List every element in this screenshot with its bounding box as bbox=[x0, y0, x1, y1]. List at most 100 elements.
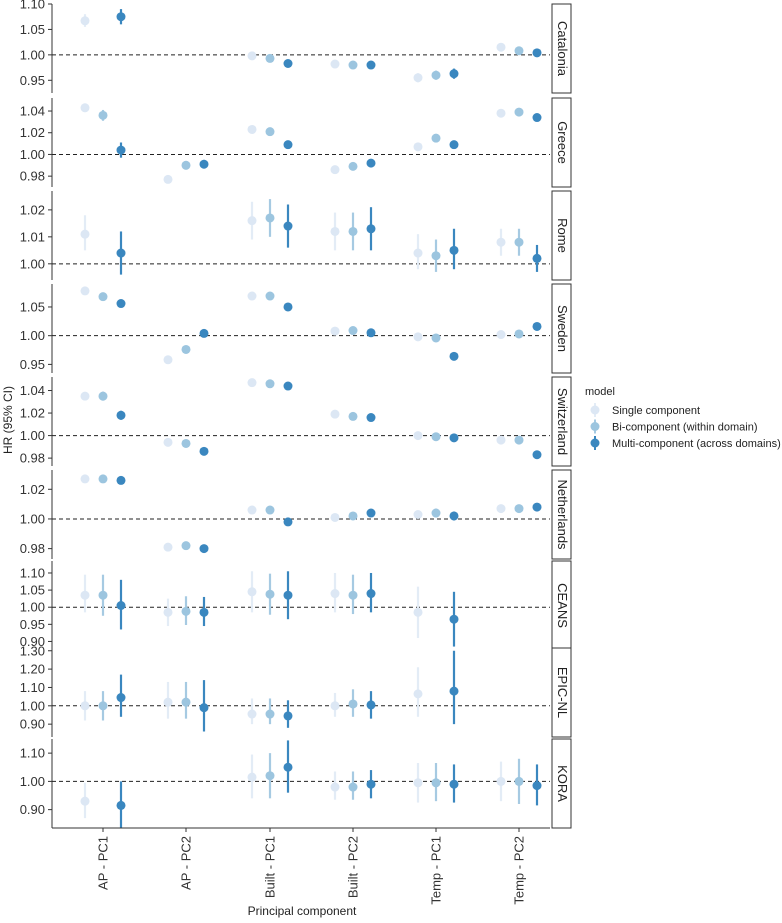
data-point bbox=[247, 709, 257, 719]
data-point bbox=[265, 771, 275, 781]
panel-kora: 0.90 1.00 1.10 KORA bbox=[20, 738, 572, 829]
data-point bbox=[181, 344, 191, 354]
data-point bbox=[80, 701, 90, 711]
facet-strip bbox=[551, 3, 572, 94]
y-tick-label: 1.00 bbox=[20, 256, 45, 271]
data-point bbox=[413, 248, 423, 258]
data-point bbox=[265, 291, 275, 301]
data-point bbox=[163, 437, 173, 447]
data-point bbox=[98, 590, 108, 600]
y-tick-label: 1.10 bbox=[20, 0, 45, 12]
data-point bbox=[348, 226, 358, 236]
data-point bbox=[532, 502, 542, 512]
data-point bbox=[265, 589, 275, 599]
data-point bbox=[449, 69, 459, 79]
data-point bbox=[80, 391, 90, 401]
data-point bbox=[431, 508, 441, 518]
data-point bbox=[199, 159, 209, 169]
data-point bbox=[283, 302, 293, 312]
legend-item-single-component: Single component bbox=[590, 403, 700, 417]
data-point bbox=[98, 701, 108, 711]
data-point bbox=[265, 127, 275, 137]
data-point bbox=[98, 292, 108, 302]
legend-title: model bbox=[585, 386, 615, 398]
y-tick-label: 0.95 bbox=[20, 73, 45, 88]
data-point bbox=[80, 103, 90, 113]
facet-label: EPIC-NL bbox=[555, 667, 570, 718]
data-point bbox=[163, 697, 173, 707]
y-axis-title: HR (95% CI) bbox=[1, 386, 15, 454]
data-point bbox=[116, 299, 126, 309]
data-point bbox=[449, 686, 459, 696]
data-point bbox=[80, 796, 90, 806]
y-tick-label: 1.00 bbox=[20, 428, 45, 443]
y-tick-label: 1.00 bbox=[20, 511, 45, 526]
data-point bbox=[413, 510, 423, 519]
data-point bbox=[413, 332, 423, 342]
data-point bbox=[348, 161, 358, 171]
data-point bbox=[98, 110, 108, 120]
data-point bbox=[413, 431, 423, 441]
y-tick-label: 1.02 bbox=[20, 482, 45, 497]
y-tick-label: 1.04 bbox=[20, 383, 45, 398]
y-tick-label: 1.10 bbox=[20, 746, 45, 761]
facet-strip bbox=[551, 97, 572, 188]
data-point bbox=[496, 435, 506, 445]
data-point bbox=[348, 699, 358, 709]
data-point bbox=[532, 450, 542, 460]
data-point bbox=[366, 700, 376, 710]
data-point bbox=[532, 321, 542, 331]
data-point bbox=[496, 504, 506, 514]
x-tick-label: Temp - PC1 bbox=[429, 836, 444, 905]
data-point bbox=[116, 145, 126, 155]
facet-strip bbox=[551, 283, 572, 374]
data-point bbox=[163, 542, 173, 552]
data-point bbox=[283, 59, 293, 69]
data-point bbox=[199, 446, 209, 456]
data-point bbox=[247, 587, 257, 597]
data-point bbox=[116, 601, 126, 610]
data-point bbox=[431, 778, 441, 788]
data-point bbox=[80, 16, 90, 26]
data-point bbox=[116, 693, 126, 703]
y-tick-label: 0.98 bbox=[20, 451, 45, 466]
y-tick-label: 1.02 bbox=[20, 406, 45, 421]
legend-item-bi-component-within-domain: Bi-component (within domain) bbox=[590, 419, 758, 434]
x-tick-label: Built - PC2 bbox=[346, 836, 361, 898]
data-point bbox=[348, 411, 358, 421]
legend-swatch bbox=[590, 438, 600, 448]
facet-strip bbox=[551, 376, 572, 467]
data-point bbox=[330, 59, 340, 69]
data-point bbox=[283, 140, 293, 150]
facet-label: Rome bbox=[555, 218, 570, 253]
panel-catalonia: 0.95 1.00 1.05 1.10 Catalonia bbox=[20, 0, 572, 94]
data-point bbox=[348, 326, 358, 336]
y-tick-label: 0.98 bbox=[20, 541, 45, 556]
y-tick-label: 1.20 bbox=[20, 662, 45, 677]
data-point bbox=[532, 781, 542, 791]
facet-strip bbox=[551, 738, 572, 829]
data-point bbox=[181, 606, 191, 616]
data-point bbox=[116, 800, 126, 810]
data-point bbox=[413, 73, 423, 83]
data-point bbox=[265, 213, 275, 223]
data-point bbox=[366, 779, 376, 789]
data-point bbox=[247, 216, 257, 226]
x-tick-label: Temp - PC2 bbox=[512, 836, 527, 905]
data-point bbox=[247, 124, 257, 134]
x-tick-label: Built - PC1 bbox=[263, 836, 278, 898]
panel-netherlands: 0.98 1.00 1.02 Netherlands bbox=[20, 469, 572, 560]
y-tick-label: 1.00 bbox=[20, 774, 45, 789]
data-point bbox=[265, 505, 275, 515]
data-point bbox=[199, 607, 209, 617]
legend: model Single component Bi-component (with… bbox=[585, 386, 781, 450]
facet-strip bbox=[551, 469, 572, 560]
data-point bbox=[181, 438, 191, 448]
facet-strip bbox=[551, 190, 572, 281]
data-point bbox=[283, 711, 293, 721]
data-point bbox=[348, 60, 358, 70]
data-point bbox=[283, 381, 293, 391]
data-point bbox=[366, 589, 376, 599]
legend-label: Bi-component (within domain) bbox=[612, 422, 758, 434]
